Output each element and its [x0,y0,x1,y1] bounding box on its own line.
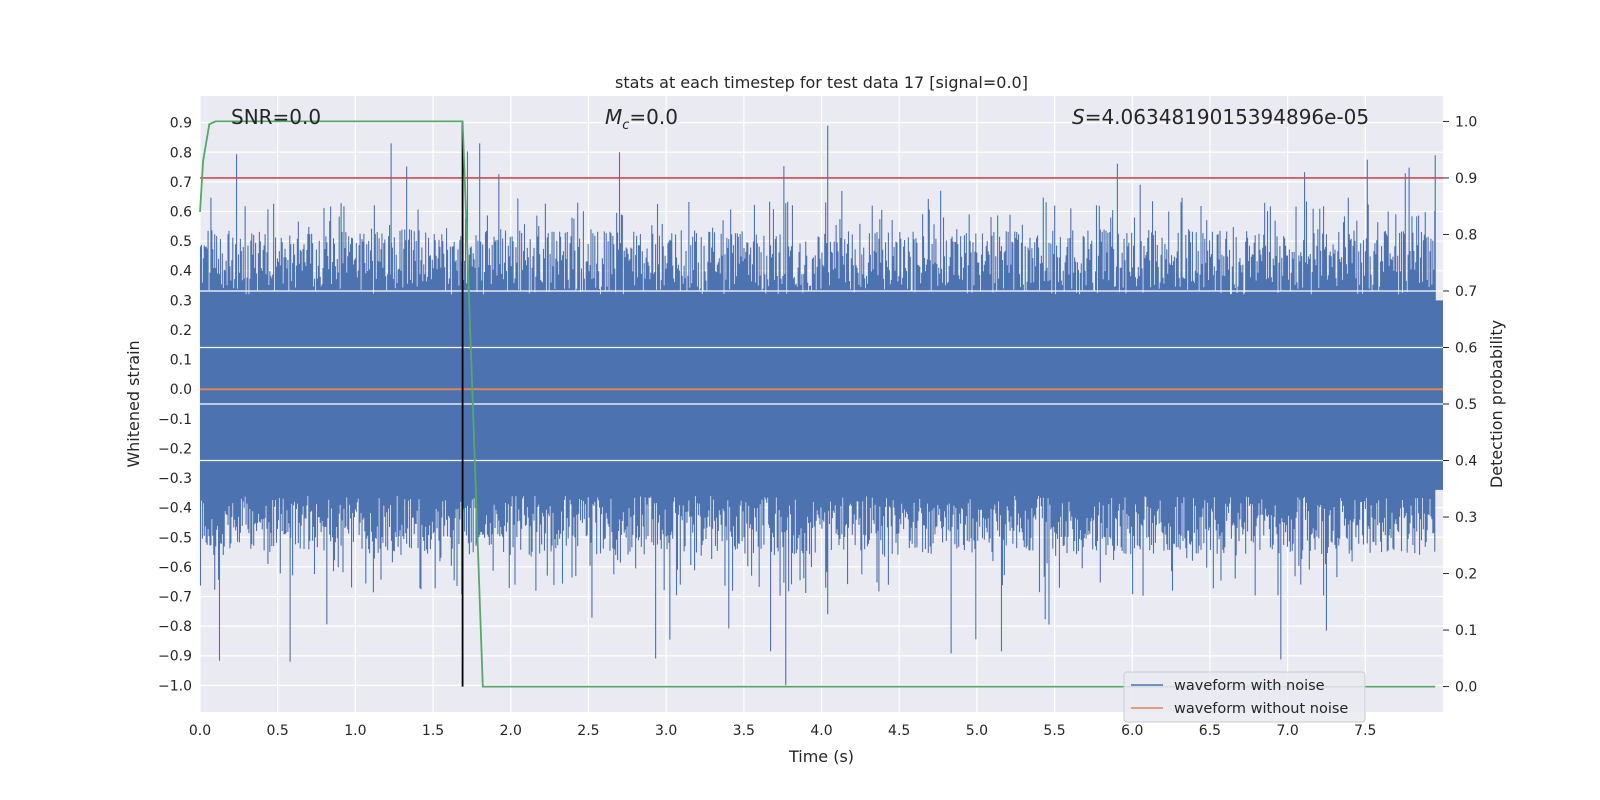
y2-tick-label: 0.7 [1455,284,1477,300]
y2-tick-label: 0.3 [1455,510,1477,526]
y-tick-label: −0.2 [158,441,192,457]
y-tick-label: 0.4 [170,264,192,280]
x-tick-label: 7.0 [1276,723,1298,739]
y2-tick-label: 0.9 [1455,171,1477,187]
y-tick-label: 0.2 [170,323,192,339]
y2-tick-label: 1.0 [1455,114,1477,130]
ticks: 0.0 0.5 1.0 1.5 2.0 2.5 3.0 3.5 4.0 4.5 5.0 5.5 6.0 6… [158,114,1477,739]
x-tick-label: 0.5 [267,723,289,739]
y-tick-label: 0.7 [170,175,192,191]
chart-title: stats at each timestep for test data 17 … [615,73,1028,92]
y2-tick-label: 0.5 [1455,397,1477,413]
y-tick-label: −0.7 [158,590,192,606]
y-tick-label: 0.9 [170,116,192,132]
x-tick-label: 3.0 [655,723,677,739]
y2-tick-label: 0.1 [1455,623,1477,639]
y2-tick-label: 0.2 [1455,567,1477,583]
x-tick-label: 5.5 [1043,723,1065,739]
annotation-snr: SNR=0.0 [231,105,321,129]
y2-tick-label: 0.0 [1455,680,1477,696]
x-tick-label: 1.5 [422,723,444,739]
x-tick-label: 5.0 [966,723,988,739]
y-tick-label: −0.8 [158,619,192,635]
y-tick-label: −1.0 [158,678,192,694]
noise-core-band [200,300,1443,490]
x-tick-label: 6.5 [1199,723,1221,739]
x-tick-label: 6.0 [1121,723,1143,739]
annotation-statistic: S=4.0634819015394896e-05 [1072,105,1369,129]
x-tick-label: 2.5 [577,723,599,739]
x-tick-label: 4.0 [810,723,832,739]
annotation-chirp-mass: Mc=0.0 [605,105,678,133]
legend-box [1123,671,1366,723]
chart-overlays [199,120,1443,688]
y-tick-label: −0.5 [158,530,192,546]
y-tick-label: 0.6 [170,205,192,221]
detection-probability-line [199,120,1436,688]
y-tick-label: 0.5 [170,234,192,250]
y-tick-label: −0.4 [158,501,192,517]
legend-label-with-noise: waveform with noise [1174,678,1325,694]
x-tick-label: 3.5 [733,723,755,739]
y2-tick-label: 0.8 [1455,227,1477,243]
y-tick-label: −0.3 [158,471,192,487]
x-tick-label: 4.5 [888,723,910,739]
y-tick-label: −0.1 [158,412,192,428]
x-tick-label: 2.0 [500,723,522,739]
y-tick-label: 0.8 [170,145,192,161]
y-tick-label: −0.9 [158,649,192,665]
x-tick-label: 7.5 [1354,723,1376,739]
series-waveform-with-noise [199,125,1443,686]
y-tick-label: 0.1 [170,353,192,369]
x-axis-label: Time (s) [788,747,854,766]
legend: waveform with noise waveform without noi… [1123,671,1366,723]
y-axis-label: Whitened strain [124,340,143,467]
y-tick-label: 0.3 [170,293,192,309]
y-tick-label: −0.6 [158,560,192,576]
legend-label-without-noise: waveform without noise [1174,701,1348,717]
y2-axis-label: Detection probability [1487,320,1506,488]
y-tick-label: 0.0 [170,382,192,398]
x-tick-label: 0.0 [189,723,211,739]
y2-tick-label: 0.6 [1455,340,1477,356]
y2-tick-label: 0.4 [1455,454,1477,470]
x-tick-label: 1.0 [344,723,366,739]
